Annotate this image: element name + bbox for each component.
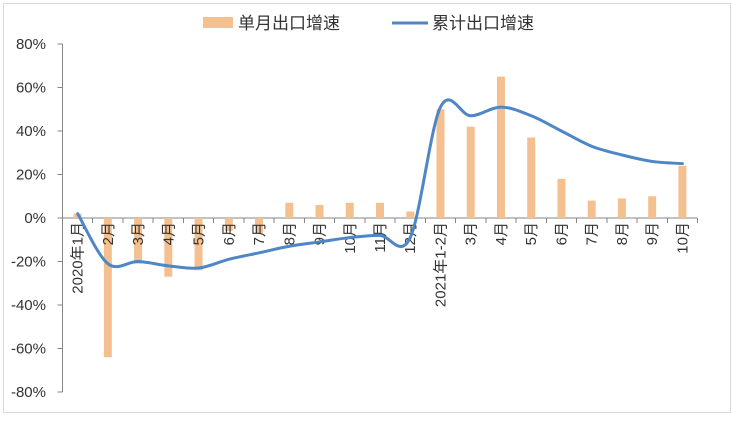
- bar: [436, 109, 445, 218]
- x-tick-label: 8月: [281, 222, 298, 245]
- x-tick-label: 3月: [130, 222, 147, 245]
- legend-label-line: 累计出口增速: [432, 14, 534, 33]
- x-tick-label: 5月: [523, 222, 540, 245]
- bar: [678, 165, 687, 218]
- bar: [496, 76, 505, 218]
- bar: [587, 200, 596, 218]
- y-axis: 80% 60% 40% 20% 0% -20% -40% -60% -80%: [11, 36, 63, 401]
- chart-frame: [3, 3, 731, 413]
- legend-item-line: 累计出口增速: [392, 14, 534, 33]
- y-tick-label: 60%: [16, 80, 46, 97]
- bar: [376, 202, 384, 218]
- x-tick-label: 7月: [584, 222, 601, 245]
- x-tick-labels: 2020年1月 2月 3月 4月 5月 6月 7月 8月 9月 10月 11月 12月 2021年1-2…: [70, 222, 692, 307]
- y-tick-label: 40%: [16, 123, 46, 140]
- x-tick-label: 2021年1-2月: [432, 222, 449, 307]
- x-tick-label: 11月: [372, 222, 389, 253]
- x-tick-label: 2020年1月: [70, 222, 87, 294]
- bar: [527, 137, 536, 218]
- bar: [406, 211, 415, 218]
- x-tick-label: 10月: [674, 222, 691, 254]
- x-tick-label: 6月: [553, 222, 570, 245]
- x-tick-label: 5月: [191, 222, 208, 245]
- x-tick-label: 6月: [221, 222, 238, 245]
- bar: [164, 218, 173, 277]
- legend-label-bars: 单月出口增速: [238, 14, 340, 33]
- x-tick-label: 3月: [463, 222, 480, 245]
- y-tick-label: -40%: [11, 297, 46, 314]
- y-tick-label: 80%: [16, 36, 46, 53]
- y-tick-label: -80%: [11, 384, 46, 401]
- bar: [194, 218, 203, 271]
- x-tick-label: 8月: [614, 222, 631, 245]
- x-tick-label: 4月: [160, 222, 177, 245]
- bar: [224, 218, 233, 232]
- bar: [617, 198, 626, 218]
- bar: [315, 204, 324, 218]
- bar: [345, 202, 354, 218]
- x-tick-label: 2月: [100, 222, 117, 245]
- bar: [648, 196, 657, 218]
- y-tick-label: 20%: [16, 167, 46, 184]
- bar: [134, 218, 143, 264]
- legend-item-bars: 单月出口增速: [203, 14, 340, 33]
- y-tick-label: 0%: [24, 210, 46, 227]
- x-tick-label: 7月: [251, 222, 268, 245]
- bar: [557, 178, 566, 218]
- legend-bar-swatch: [203, 17, 233, 28]
- bar: [255, 218, 264, 234]
- bar: [285, 202, 294, 218]
- cumulative-growth-line: [76, 98, 684, 270]
- bar-series: [73, 76, 687, 358]
- x-tick-label: 4月: [493, 222, 510, 245]
- bar: [103, 218, 112, 358]
- y-tick-label: -20%: [11, 254, 46, 271]
- bar: [466, 126, 475, 218]
- x-tick-label: 9月: [312, 222, 329, 245]
- legend: 单月出口增速 累计出口增速: [203, 14, 534, 33]
- y-tick-label: -60%: [11, 341, 46, 358]
- x-tick-label: 9月: [644, 222, 661, 245]
